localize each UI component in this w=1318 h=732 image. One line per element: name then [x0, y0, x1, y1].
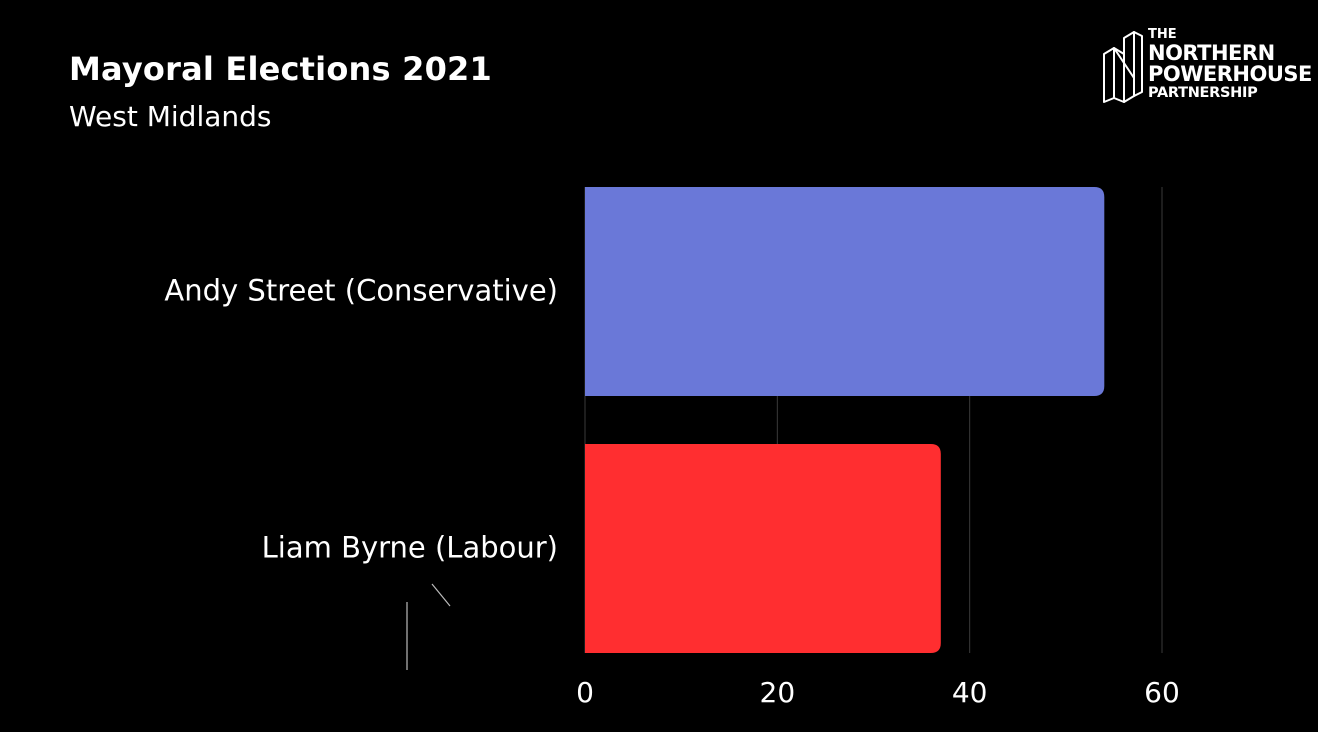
northern-powerhouse-logo: THE NORTHERN POWERHOUSE PARTNERSHIP — [1100, 24, 1312, 104]
category-label-1: Liam Byrne (Labour) — [262, 531, 558, 565]
logo-line-powerhouse: POWERHOUSE — [1148, 62, 1312, 86]
chart-subtitle: West Midlands — [69, 100, 272, 133]
chart-title: Mayoral Elections 2021 — [69, 50, 492, 88]
building-logo-icon — [1103, 31, 1143, 103]
bar-0 — [585, 187, 1105, 396]
decorative-stroke — [431, 583, 451, 607]
category-label-0: Andy Street (Conservative) — [164, 274, 558, 308]
bar-1 — [585, 444, 941, 653]
x-axis-ticks: 0 20 40 60 — [576, 676, 1180, 709]
logo-line-northern: NORTHERN — [1148, 41, 1275, 65]
x-tick-label-0: 0 — [576, 676, 594, 709]
x-tick-label-40: 40 — [952, 676, 988, 709]
decorative-strokes — [406, 583, 451, 670]
x-tick-label-60: 60 — [1144, 676, 1180, 709]
bars — [585, 187, 1105, 653]
x-tick-label-20: 20 — [760, 676, 796, 709]
logo-line-partnership: PARTNERSHIP — [1148, 85, 1258, 101]
category-labels: Andy Street (Conservative) Liam Byrne (La… — [164, 274, 558, 565]
logo-line-the: THE — [1148, 27, 1177, 42]
